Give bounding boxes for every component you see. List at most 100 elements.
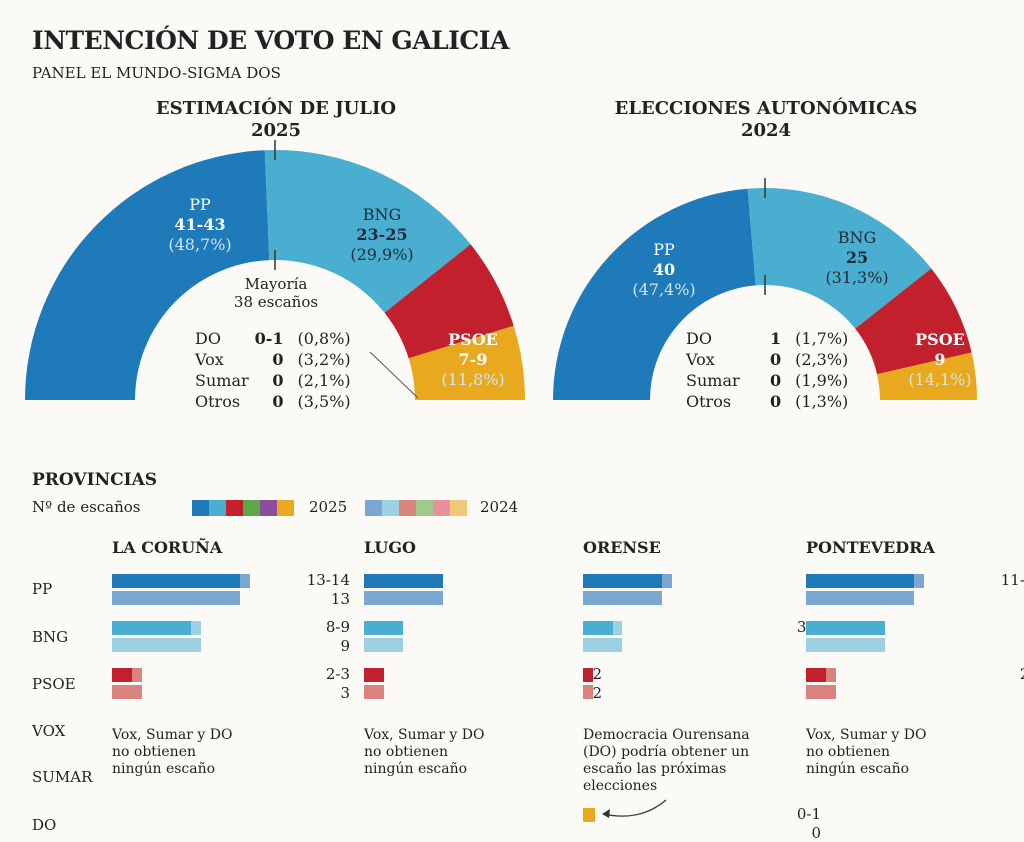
- row-label-do: DO: [32, 816, 57, 834]
- hemicycle-2024-year: 2024: [740, 120, 792, 141]
- minor-row: Vox 0 (3,2%): [195, 349, 357, 370]
- bar-2024-bng: [112, 638, 201, 652]
- minor-pct: (0,8%): [297, 329, 351, 348]
- value-2025-psoe: 2: [592, 665, 602, 683]
- chart-subtitle: PANEL EL MUNDO-SIGMA DOS: [32, 64, 281, 82]
- legend-swatch: [243, 499, 260, 516]
- value-2025-psoe: 2-3: [984, 666, 1024, 682]
- minor-row: DO 1 (1,7%): [686, 328, 854, 349]
- minor-party: Otros: [686, 392, 732, 411]
- legend-2024-swatches: [365, 497, 467, 516]
- bar-2025-pp: [806, 574, 915, 588]
- bar-2025-range-pp: [240, 574, 250, 588]
- legend-2024-label: 2024: [480, 498, 519, 516]
- province-note-pontevedra: Vox, Sumar y DO no obtienen ningún escañ…: [806, 727, 927, 777]
- bng-2024-label: BNG 25 (31,3%): [787, 228, 927, 288]
- pp-2024-pct: (47,4%): [632, 280, 696, 299]
- bar-2025-bng: [112, 621, 191, 635]
- bar-2024-bng: [583, 638, 623, 652]
- bar-2025-do: [583, 808, 595, 822]
- minor-row: DO 0-1 (0,8%): [195, 328, 357, 349]
- psoe-2025-seats: 7-9: [458, 350, 488, 369]
- row-label-vox: VOX: [32, 722, 66, 740]
- legend-swatch: [365, 499, 382, 516]
- bar-2024-pp: [583, 591, 662, 605]
- hemicycle-2025-slice-pp: [25, 150, 270, 400]
- bar-2025-range-bng: [190, 621, 201, 635]
- bar-2025-psoe: [583, 668, 593, 682]
- legend-swatch: [192, 499, 209, 516]
- bng-2024-party: BNG: [837, 228, 877, 247]
- minor-pct: (2,3%): [795, 350, 849, 369]
- hemicycle-2024-title: ELECCIONES AUTONÓMICAS 2024: [606, 98, 926, 142]
- minor-row: Sumar 0 (2,1%): [195, 370, 357, 391]
- province-note-orense: Democracia Ourensana (DO) podría obtener…: [583, 727, 750, 794]
- minor-seats: 0: [272, 392, 284, 411]
- majority-seats: 38 escaños: [233, 293, 319, 311]
- province-name-pontevedra: PONTEVEDRA: [806, 538, 935, 557]
- minor-party: Sumar: [686, 371, 740, 390]
- pp-2025-seats: 41-43: [174, 215, 226, 234]
- value-2025-pp: 11-12: [1000, 571, 1024, 589]
- minor-parties-2025: DO 0-1 (0,8%) Vox 0 (3,2%) Sumar 0 (2,1%) Otro…: [195, 328, 357, 412]
- pp-2025-label: PP 41-43 (48,7%): [130, 195, 270, 255]
- minor-party: Vox: [195, 350, 224, 369]
- majority-label: Mayoría 38 escaños: [211, 275, 341, 311]
- minor-row: Sumar 0 (1,9%): [686, 370, 854, 391]
- pp-2025-party: PP: [189, 195, 211, 214]
- hemicycle-2025-title: ESTIMACIÓN DE JULIO 2025: [116, 98, 436, 142]
- bar-2025-bng: [583, 621, 613, 635]
- legend-swatch: [433, 499, 450, 516]
- hemicycle-2025-year: 2025: [250, 120, 302, 141]
- hemicycle-2025-slice-otros: [408, 325, 525, 400]
- legend-swatch: [277, 499, 294, 516]
- value-2025-pp: 13-14: [306, 571, 350, 589]
- pp-2024-seats: 40: [652, 260, 676, 279]
- minor-seats: 0: [770, 392, 782, 411]
- value-2024-do: 0: [811, 824, 821, 842]
- bar-2025-range-pp: [914, 574, 925, 588]
- legend-2025-swatches: [192, 497, 294, 516]
- value-2025-psoe: 2-3: [325, 665, 350, 683]
- province-note-lugo: Vox, Sumar y DO no obtienen ningún escañ…: [364, 727, 485, 777]
- minor-party: DO: [195, 329, 221, 348]
- psoe-2024-seats: 9: [934, 350, 946, 369]
- do-arrow-head: [602, 809, 610, 818]
- row-label-pp: PP: [32, 580, 53, 598]
- province-name-lugo: LUGO: [364, 538, 416, 557]
- provinces-heading: PROVINCIAS: [32, 470, 158, 490]
- row-label-psoe: PSOE: [32, 675, 76, 693]
- legend-swatch: [209, 499, 226, 516]
- value-2024-pp: 13: [330, 590, 350, 608]
- minor-parties-2024: DO 1 (1,7%) Vox 0 (2,3%) Sumar 0 (1,9%) Otros 0…: [686, 328, 854, 412]
- bng-2024-seats: 25: [845, 248, 869, 267]
- chart-title: INTENCIÓN DE VOTO EN GALICIA: [32, 26, 509, 55]
- bng-2025-seats: 23-25: [356, 225, 408, 244]
- minor-party: Sumar: [195, 371, 249, 390]
- legend-swatch: [416, 499, 433, 516]
- minor-seats: 0: [272, 371, 284, 390]
- bar-2024-pp: [364, 591, 443, 605]
- bar-2025-pp: [583, 574, 662, 588]
- pp-2024-party: PP: [653, 240, 675, 259]
- minor-pct: (2,1%): [297, 371, 351, 390]
- minor-row: Otros 0 (3,5%): [195, 391, 357, 412]
- hemicycle-2025-title-text: ESTIMACIÓN DE JULIO: [155, 98, 397, 119]
- minor-seats: 0-1: [254, 329, 284, 348]
- minor-pct: (3,2%): [297, 350, 351, 369]
- bar-2025-bng: [806, 621, 885, 635]
- minor-seats: 0: [770, 371, 782, 390]
- hemicycle-2024-slice-otros: [877, 352, 977, 400]
- legend-2025-label: 2025: [309, 498, 348, 516]
- bar-2025-bng: [364, 621, 404, 635]
- minor-pct: (3,5%): [297, 392, 351, 411]
- minor-party: Vox: [686, 350, 715, 369]
- psoe-2025-party: PSOE: [448, 330, 498, 349]
- province-name-orense: ORENSE: [583, 538, 661, 557]
- minor-party: Otros: [195, 392, 241, 411]
- bar-2025-range-psoe: [131, 668, 142, 682]
- bar-2024-bng: [364, 638, 404, 652]
- bar-2024-psoe: [364, 685, 384, 699]
- bar-2025-psoe: [364, 668, 384, 682]
